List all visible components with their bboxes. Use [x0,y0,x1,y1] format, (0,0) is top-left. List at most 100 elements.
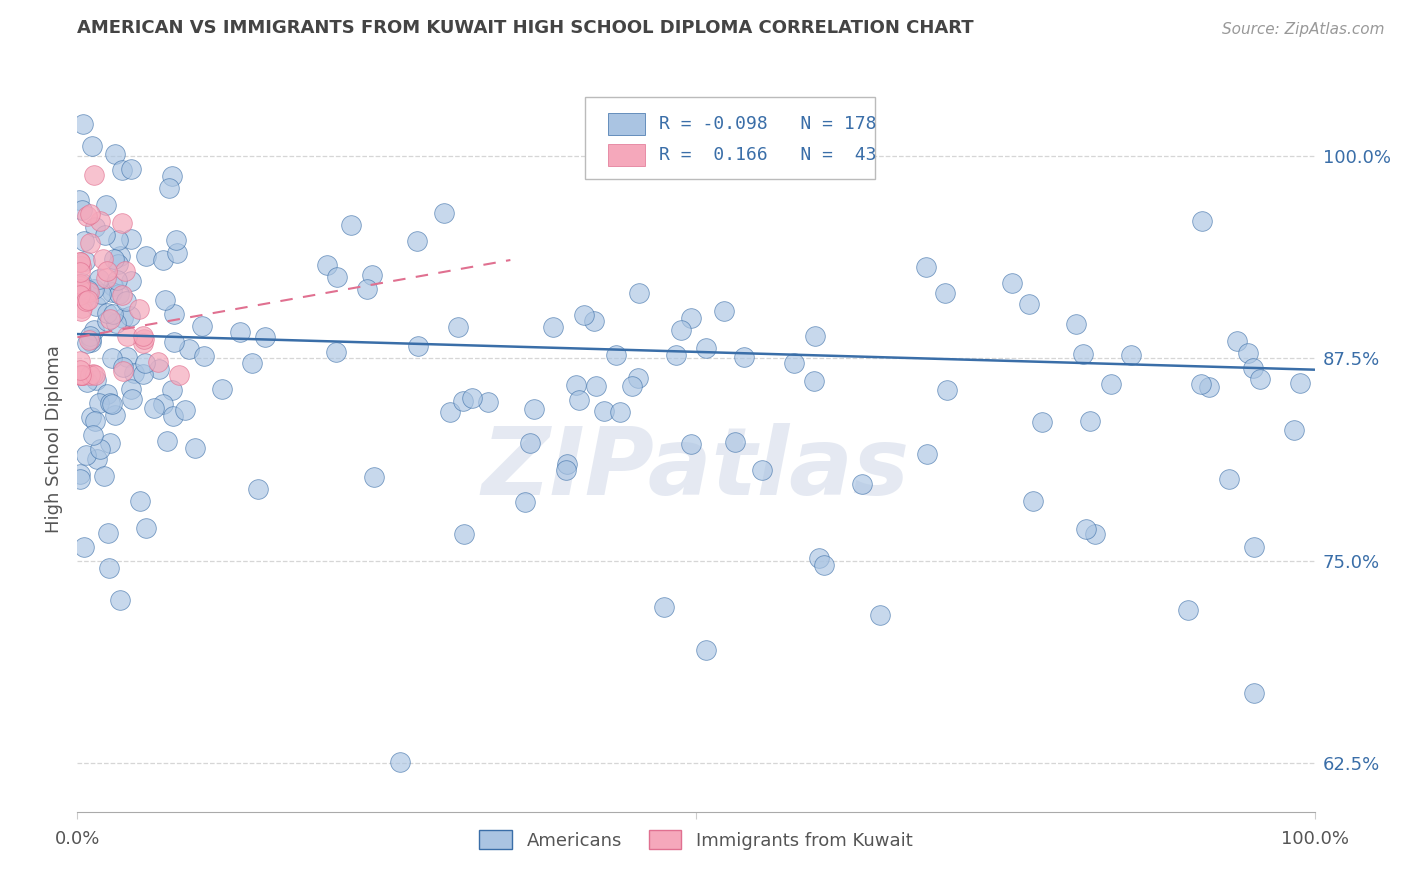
Point [73,234,96,248]
Point [361,268,384,282]
Point [98,395,121,409]
Point [121,392,143,407]
Point [808,550,831,565]
Point [935,383,957,397]
Point [72,202,94,217]
Point [98,436,121,450]
Point [120,161,142,176]
FancyBboxPatch shape [609,113,645,136]
Point [108,249,131,263]
Point [1243,685,1265,699]
Point [1191,213,1213,227]
Point [101,307,124,321]
Point [1289,376,1312,391]
Point [803,329,825,343]
Point [75,290,97,304]
Point [665,347,688,361]
Point [134,356,156,370]
Point [70,303,93,318]
Point [253,330,276,344]
Point [165,233,187,247]
Point [574,308,596,322]
Point [247,482,270,496]
Point [112,311,135,326]
Point [83,323,105,337]
Point [568,392,591,407]
Point [851,477,873,491]
Point [162,409,184,424]
Point [163,335,186,350]
Point [77,334,100,348]
Point [114,264,136,278]
Point [453,527,475,541]
Point [122,366,145,380]
Point [1198,380,1220,394]
Point [69,288,91,302]
Point [240,356,263,370]
Point [69,472,91,486]
Point [554,463,576,477]
Point [152,253,174,268]
Point [112,360,135,375]
Point [72,277,94,291]
Point [87,396,110,410]
Point [69,279,91,293]
Point [69,277,91,291]
Point [91,252,114,267]
Point [69,368,91,382]
Point [934,285,956,300]
Point [96,264,118,278]
Point [609,405,631,419]
Legend: Americans, Immigrants from Kuwait: Americans, Immigrants from Kuwait [471,821,921,859]
Point [69,353,91,368]
Point [84,299,107,313]
Point [915,260,938,274]
Point [94,270,117,285]
Point [101,279,124,293]
Point [191,318,214,333]
Point [104,408,127,422]
Point [340,218,363,232]
Point [80,332,103,346]
Point [117,351,139,365]
Point [146,355,169,369]
Point [627,285,650,300]
Point [1177,602,1199,616]
Point [751,463,773,477]
Point [461,391,484,405]
Point [75,448,97,462]
Point [70,283,93,297]
Point [557,458,579,472]
Y-axis label: High School Diploma: High School Diploma [45,345,63,533]
Point [363,470,385,484]
Point [160,169,183,183]
Text: R =  0.166   N =  43: R = 0.166 N = 43 [659,145,876,164]
Point [148,362,170,376]
Point [1074,523,1097,537]
Point [325,345,347,359]
Text: Source: ZipAtlas.com: Source: ZipAtlas.com [1222,22,1385,37]
Point [177,342,200,356]
Point [80,410,103,425]
Point [1031,415,1053,429]
Point [1001,276,1024,290]
Point [157,180,180,194]
Text: AMERICAN VS IMMIGRANTS FROM KUWAIT HIGH SCHOOL DIPLOMA CORRELATION CHART: AMERICAN VS IMMIGRANTS FROM KUWAIT HIGH … [77,19,974,37]
Point [679,310,702,325]
Point [174,403,197,417]
Point [132,332,155,346]
Point [446,319,468,334]
Point [77,285,100,299]
Point [1099,377,1122,392]
Point [108,286,131,301]
Point [669,323,692,337]
Point [77,284,100,298]
Point [83,169,105,183]
Point [129,494,152,508]
Point [111,364,134,378]
Point [1218,472,1240,486]
Point [101,351,124,366]
Point [84,414,107,428]
Point [1119,348,1142,362]
Point [72,368,94,382]
